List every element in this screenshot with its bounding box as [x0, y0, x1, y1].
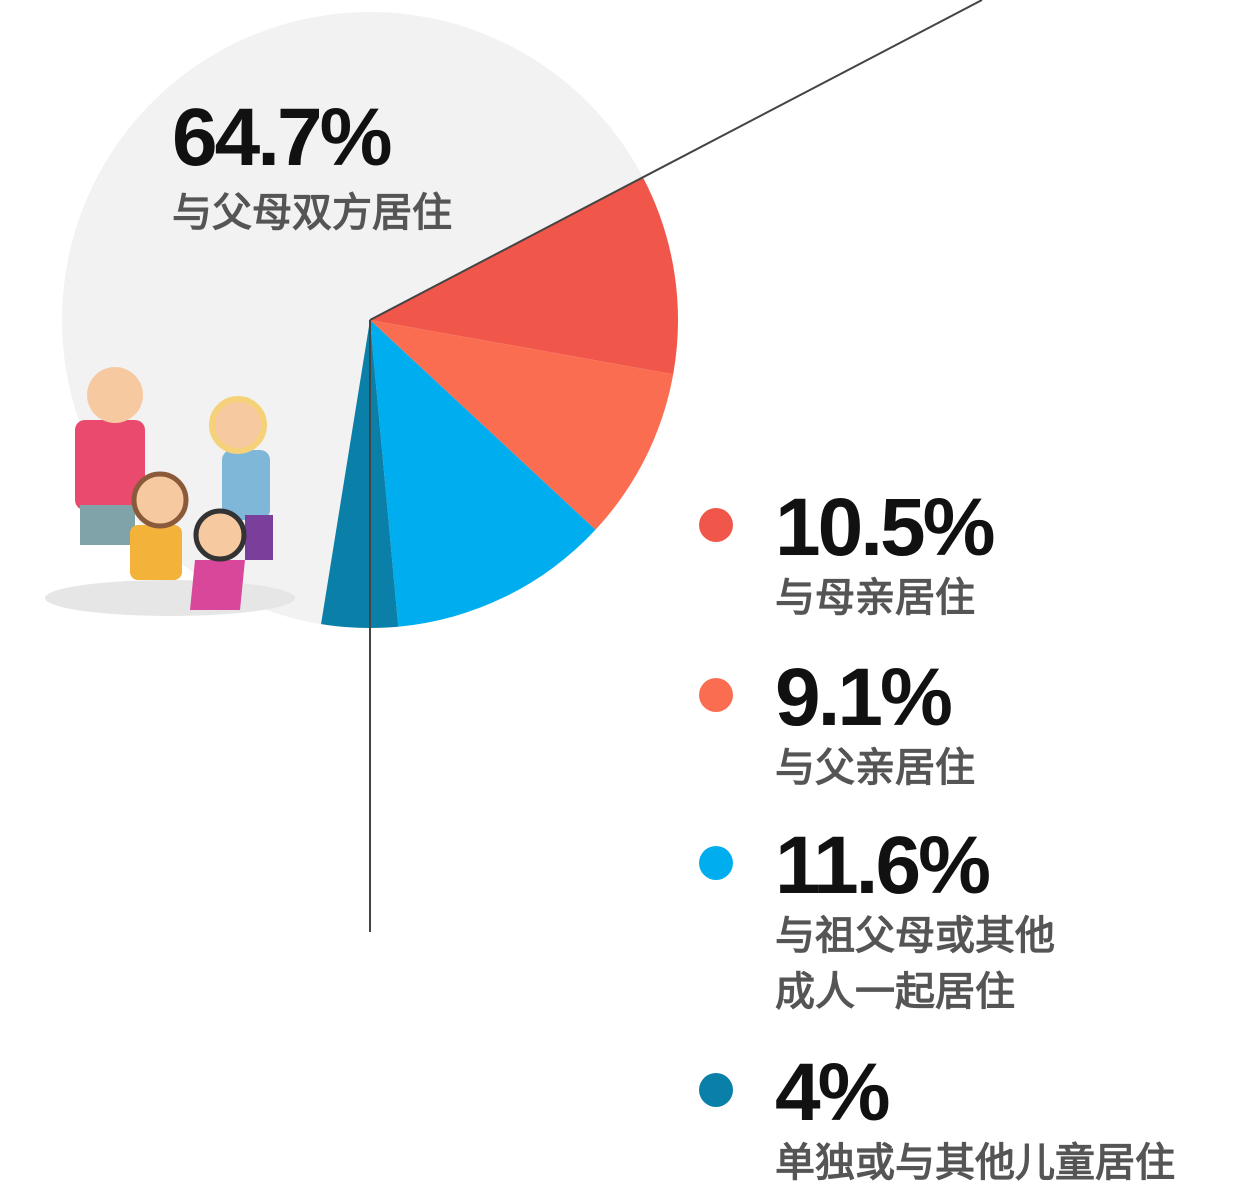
legend-marker — [699, 1073, 733, 1107]
pie-slice — [370, 176, 678, 375]
legend-label: 与祖父母或其他成人一起居住 — [775, 913, 1055, 1015]
legend-marker — [699, 678, 733, 712]
legend-value-label: 10.5% — [775, 482, 994, 573]
figure — [222, 450, 270, 520]
illustration — [45, 367, 295, 616]
figure — [190, 560, 245, 610]
figure — [130, 525, 182, 580]
pie-slice — [321, 320, 399, 628]
legend-value-label: 9.1% — [775, 652, 951, 743]
legend-label: 与母亲居住 — [775, 575, 975, 621]
pie-slice — [370, 320, 674, 530]
pie-slice — [61, 11, 643, 625]
pie-slice — [370, 320, 596, 627]
divider-line — [369, 0, 983, 321]
legend-value-label: 4% — [775, 1047, 889, 1138]
figure — [245, 515, 273, 560]
figure — [193, 508, 247, 562]
pie — [61, 11, 678, 628]
figure — [80, 505, 135, 545]
legend-marker — [699, 846, 733, 880]
figure — [87, 367, 143, 423]
shadow — [45, 580, 295, 616]
slice-value-label: 64.7% — [172, 92, 391, 183]
figure — [131, 471, 189, 529]
figure — [75, 420, 145, 510]
figure — [209, 396, 267, 454]
legend-marker — [699, 508, 733, 542]
slice-label: 与父母双方居住 — [172, 190, 452, 236]
legend-label: 单独或与其他儿童居住 — [775, 1140, 1175, 1184]
legend-label: 与父亲居住 — [775, 745, 975, 791]
legend-value-label: 11.6% — [775, 820, 989, 911]
